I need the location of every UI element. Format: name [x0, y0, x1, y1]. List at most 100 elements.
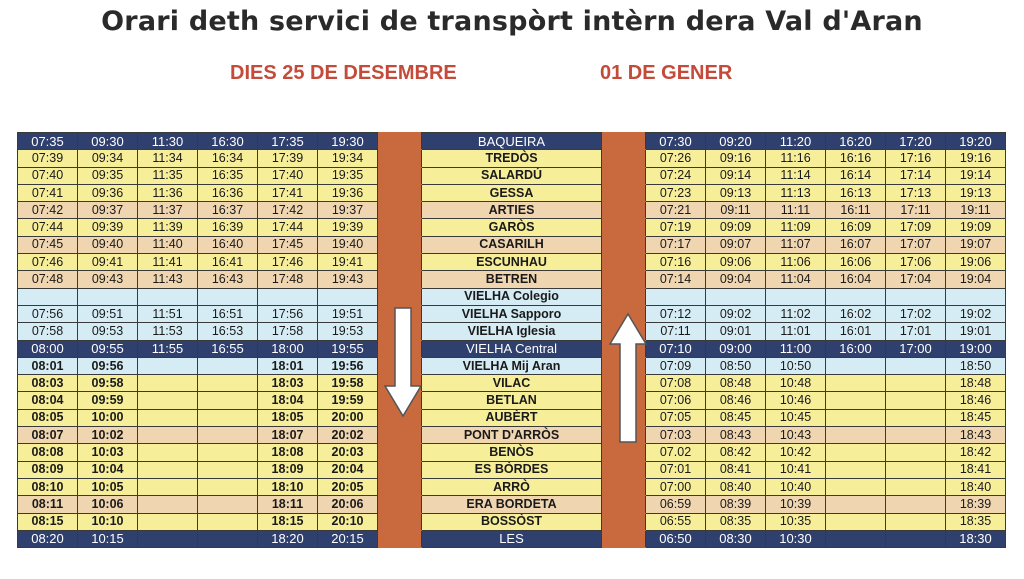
time-cell: 10:45 [765, 408, 826, 428]
time-cell [885, 460, 946, 479]
time-cell [885, 374, 946, 393]
time-cell: 09:14 [705, 166, 766, 185]
time-cell: 11:34 [137, 149, 198, 168]
time-cell: 16:30 [197, 131, 258, 151]
time-cell: 10:42 [765, 443, 826, 462]
stop-name: VIELHA Colegio [421, 287, 602, 306]
time-cell [885, 512, 946, 531]
direction-column [377, 201, 422, 220]
time-cell: 07:24 [645, 166, 706, 185]
time-cell: 19:14 [945, 166, 1006, 185]
time-cell: 17:39 [257, 149, 318, 168]
time-cell [825, 460, 886, 479]
time-cell: 17:06 [885, 253, 946, 272]
time-cell: 18:35 [945, 512, 1006, 531]
time-cell: 09:11 [705, 201, 766, 220]
time-cell: 17:02 [885, 304, 946, 324]
time-cell: 19:43 [317, 270, 378, 289]
table-row: 08:10 10:05 18:10 20:05 ARRÒ 07:00 08:40 10:40 1… [17, 477, 1006, 497]
time-cell: 18:11 [257, 495, 318, 514]
direction-column [377, 426, 422, 445]
time-cell: 07:01 [645, 460, 706, 479]
time-cell: 08:00 [17, 339, 78, 358]
time-cell [257, 287, 318, 306]
time-cell: 18:10 [257, 477, 318, 497]
time-cell: 09:13 [705, 183, 766, 203]
time-cell: 07:45 [17, 235, 78, 255]
time-cell: 17:35 [257, 131, 318, 151]
time-cell: 19:30 [317, 131, 378, 151]
stop-name: BOSSÒST [421, 512, 602, 531]
stop-name: TREDÒS [421, 149, 602, 168]
time-cell: 11:55 [137, 339, 198, 358]
time-cell: 19:58 [317, 374, 378, 393]
time-cell [197, 287, 258, 306]
time-cell: 09:37 [77, 201, 138, 220]
time-cell: 20:04 [317, 460, 378, 479]
time-cell: 07:44 [17, 218, 78, 237]
table-row: 07:45 09:40 11:40 16:40 17:45 19:40 CASARILH 07… [17, 235, 1006, 255]
time-cell: 19:16 [945, 149, 1006, 168]
time-cell: 17:45 [257, 235, 318, 255]
time-cell [885, 287, 946, 306]
stop-name: BETLAN [421, 391, 602, 410]
time-cell [825, 287, 886, 306]
time-cell: 09:04 [705, 270, 766, 289]
time-cell: 19:37 [317, 201, 378, 220]
time-cell: 09:43 [77, 270, 138, 289]
table-row: 07:56 09:51 11:51 16:51 17:56 19:51 VIELHA Sap… [17, 304, 1006, 324]
direction-column [601, 495, 646, 514]
direction-column [601, 183, 646, 203]
time-cell: 18:43 [945, 426, 1006, 445]
time-cell [825, 426, 886, 445]
table-row: 08:20 10:15 18:20 20:15 LES 06:50 08:30 10:30 18… [17, 529, 1006, 549]
time-cell: 19:40 [317, 235, 378, 255]
time-cell: 10:04 [77, 460, 138, 479]
direction-column [377, 166, 422, 185]
table-row: 07:58 09:53 11:53 16:53 17:58 19:53 VIELHA Igl… [17, 322, 1006, 341]
time-cell [137, 374, 198, 393]
time-cell: 18:48 [945, 374, 1006, 393]
time-cell: 11:20 [765, 131, 826, 151]
table-row: 07:44 09:39 11:39 16:39 17:44 19:39 GARÒS 07:19… [17, 218, 1006, 237]
up-arrow-icon [608, 312, 648, 443]
time-cell: 09:06 [705, 253, 766, 272]
time-cell [197, 460, 258, 479]
time-cell: 16:07 [825, 235, 886, 255]
table-row: 08:15 10:10 18:15 20:10 BOSSÒST 06:55 08:35 10:… [17, 512, 1006, 531]
time-cell: 16:36 [197, 183, 258, 203]
direction-column [601, 512, 646, 531]
time-cell [197, 356, 258, 376]
time-cell: 10:35 [765, 512, 826, 531]
time-cell: 17:07 [885, 235, 946, 255]
time-cell: 11:02 [765, 304, 826, 324]
time-cell: 19:59 [317, 391, 378, 410]
time-cell: 17:00 [885, 339, 946, 358]
time-cell: 19:13 [945, 183, 1006, 203]
time-cell: 08:42 [705, 443, 766, 462]
stop-name: ERA BORDETA [421, 495, 602, 514]
time-cell: 07:06 [645, 391, 706, 410]
direction-column [601, 460, 646, 479]
time-cell: 10:39 [765, 495, 826, 514]
time-cell: 09:16 [705, 149, 766, 168]
direction-column [377, 183, 422, 203]
time-cell: 16:01 [825, 322, 886, 341]
table-row: 07:42 09:37 11:37 16:37 17:42 19:37 ARTIES 07:2… [17, 201, 1006, 220]
stop-name: BENÒS [421, 443, 602, 462]
time-cell: 20:15 [317, 529, 378, 549]
time-cell: 10:41 [765, 460, 826, 479]
time-cell: 08:43 [705, 426, 766, 445]
time-cell [825, 495, 886, 514]
time-cell: 06:50 [645, 529, 706, 549]
time-cell: 17:13 [885, 183, 946, 203]
time-cell [825, 374, 886, 393]
time-cell: 11:09 [765, 218, 826, 237]
table-row: 08:11 10:06 18:11 20:06 ERA BORDETA 06:59 08:3… [17, 495, 1006, 514]
time-cell: 10:00 [77, 408, 138, 428]
stop-name: BAQUEIRA [421, 131, 602, 151]
time-cell [137, 512, 198, 531]
down-arrow-icon [383, 307, 423, 418]
time-cell [197, 529, 258, 549]
stop-name: GESSA [421, 183, 602, 203]
